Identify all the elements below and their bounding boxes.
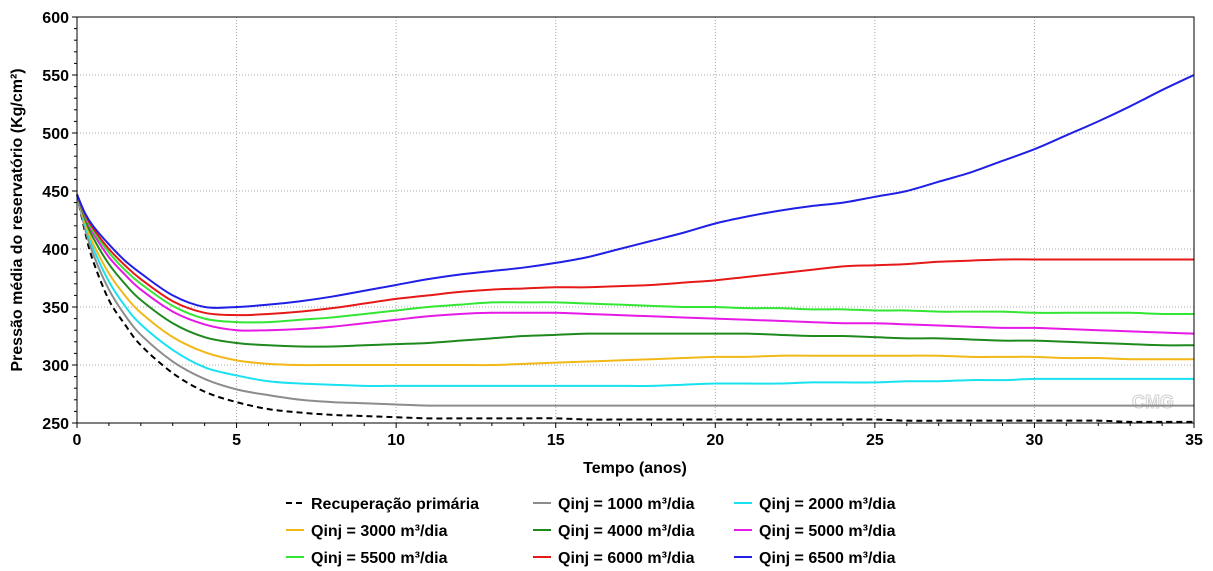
series-line-3 <box>76 194 1194 367</box>
series-line-2 <box>76 194 1194 387</box>
x-tick-label: 15 <box>547 432 565 449</box>
legend-label-7: Qinj = 6000 m³/dia <box>558 550 695 567</box>
legend-label-1: Qinj = 1000 m³/dia <box>558 496 695 513</box>
legend-label-3: Qinj = 3000 m³/dia <box>311 523 448 540</box>
legend-label-6: Qinj = 5500 m³/dia <box>311 550 448 567</box>
legend-label-0: Recuperação primária <box>311 496 479 513</box>
y-tick-label: 450 <box>42 184 69 201</box>
x-axis-label: Tempo (anos) <box>583 460 687 477</box>
y-tick-labels: 250 300 350 400 450 500 550 600 <box>42 10 77 433</box>
y-tick-label: 350 <box>42 300 69 317</box>
plot-border <box>76 16 1195 424</box>
series-line-0 <box>76 194 1194 423</box>
y-tick-label: 300 <box>42 358 69 375</box>
y-tick-label: 500 <box>42 126 69 143</box>
legend-label-5: Qinj = 5000 m³/dia <box>759 523 896 540</box>
x-tick-label: 5 <box>232 432 241 449</box>
plot-area <box>77 17 1194 423</box>
legend-label-8: Qinj = 6500 m³/dia <box>759 550 896 567</box>
x-tick-label: 35 <box>1185 432 1203 449</box>
y-tick-label: 250 <box>42 416 69 433</box>
x-tick-label: 25 <box>866 432 884 449</box>
series-line-6 <box>76 194 1195 324</box>
series-line-8 <box>76 74 1195 309</box>
y-axis-label: Pressão média do reservatório (Kg/cm²) <box>9 68 26 371</box>
x-tick-label: 0 <box>73 432 82 449</box>
y-tick-label: 400 <box>42 242 69 259</box>
cmg-watermark: CMG <box>1132 392 1174 412</box>
x-tick-labels: 0 5 10 15 20 25 30 35 <box>73 423 1203 449</box>
x-tick-label: 30 <box>1026 432 1044 449</box>
x-tick-label: 10 <box>387 432 405 449</box>
grid <box>77 17 1194 423</box>
series-lines <box>76 74 1195 423</box>
x-tick-label: 20 <box>706 432 724 449</box>
series-line-1 <box>76 194 1194 407</box>
y-tick-label: 550 <box>42 68 69 85</box>
y-tick-label: 600 <box>42 10 69 27</box>
series-line-5 <box>76 194 1195 335</box>
series-line-4 <box>76 194 1195 348</box>
legend: Recuperação primária Qinj = 1000 m³/dia Qi… <box>286 496 896 567</box>
legend-label-2: Qinj = 2000 m³/dia <box>759 496 896 513</box>
legend-label-4: Qinj = 4000 m³/dia <box>558 523 695 540</box>
series-line-7 <box>76 194 1194 317</box>
